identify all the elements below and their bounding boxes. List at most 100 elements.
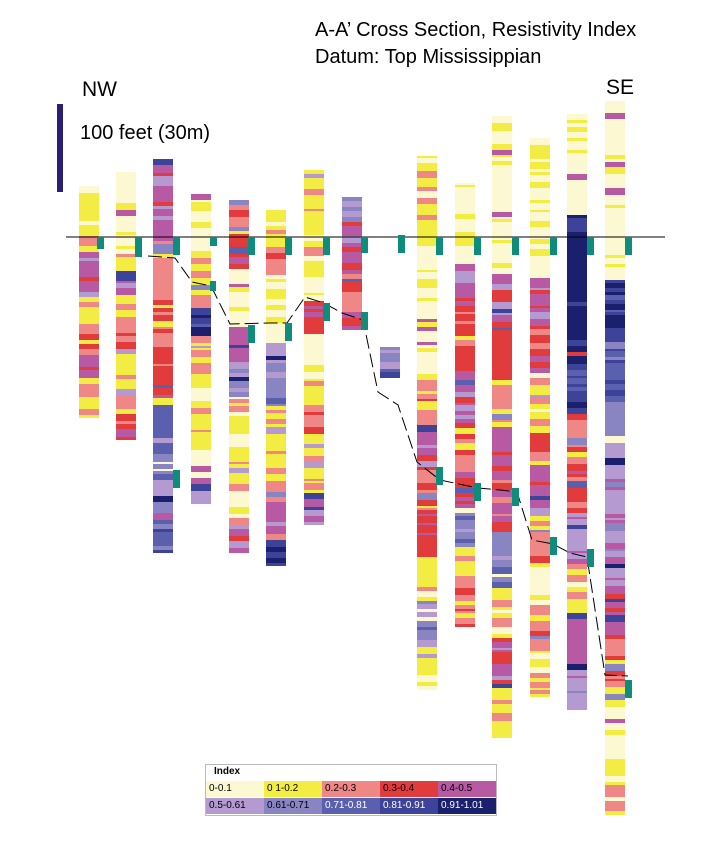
log-interval	[116, 304, 136, 310]
log-interval	[492, 452, 512, 455]
log-interval	[567, 531, 587, 537]
log-interval	[605, 700, 625, 707]
log-interval	[229, 441, 249, 447]
log-interval	[605, 450, 625, 454]
log-interval	[530, 299, 550, 302]
log-interval	[79, 297, 99, 302]
log-interval	[266, 547, 286, 552]
log-interval	[191, 249, 211, 251]
log-interval	[455, 485, 475, 488]
log-interval	[304, 216, 324, 218]
formation-marker	[323, 237, 330, 255]
log-interval	[455, 371, 475, 374]
log-interval	[304, 170, 324, 174]
log-interval	[304, 374, 324, 379]
log-interval	[116, 385, 136, 387]
log-interval	[567, 362, 587, 364]
log-interval	[530, 208, 550, 210]
legend-title: Index	[214, 766, 241, 777]
log-interval	[79, 387, 99, 390]
log-interval	[567, 185, 587, 190]
log-interval	[79, 221, 99, 225]
log-interval	[455, 237, 475, 240]
formation-marker	[625, 680, 632, 698]
log-interval	[455, 183, 475, 185]
log-interval	[417, 609, 437, 612]
log-interval	[567, 153, 587, 160]
vertical-scale-bar	[57, 104, 63, 192]
log-interval	[229, 292, 249, 296]
log-interval	[605, 218, 625, 225]
log-interval	[605, 443, 625, 450]
log-interval	[79, 406, 99, 409]
log-interval	[417, 342, 437, 345]
log-interval	[229, 307, 249, 311]
log-interval	[417, 425, 437, 432]
log-interval	[191, 424, 211, 430]
log-interval	[605, 625, 625, 632]
log-interval	[492, 378, 512, 380]
log-interval	[153, 466, 173, 469]
log-interval	[191, 439, 211, 442]
log-interval	[492, 192, 512, 199]
formation-marker	[135, 237, 142, 257]
log-interval	[229, 434, 249, 441]
log-interval	[342, 201, 362, 207]
log-interval	[266, 350, 286, 356]
legend-swatch-4: 0.4-0.5	[438, 781, 496, 797]
log-interval	[605, 132, 625, 135]
log-interval	[417, 414, 437, 420]
log-interval	[191, 374, 211, 381]
log-interval	[567, 610, 587, 613]
log-interval	[455, 321, 475, 324]
log-interval	[567, 495, 587, 502]
log-interval	[417, 557, 437, 562]
log-interval	[116, 414, 136, 421]
log-interval	[492, 700, 512, 704]
log-interval	[605, 107, 625, 113]
log-interval	[191, 388, 211, 394]
log-interval	[417, 236, 437, 242]
log-interval	[605, 782, 625, 785]
log-interval	[153, 312, 173, 315]
log-interval	[530, 285, 550, 288]
log-interval	[605, 471, 625, 475]
log-interval	[455, 405, 475, 411]
log-interval	[455, 187, 475, 194]
log-interval	[116, 288, 136, 295]
log-interval	[605, 261, 625, 264]
log-interval	[605, 646, 625, 652]
log-interval	[605, 578, 625, 580]
log-interval	[229, 200, 249, 205]
log-interval	[455, 620, 475, 624]
log-interval	[567, 225, 587, 232]
log-interval	[304, 329, 324, 334]
log-interval	[304, 337, 324, 342]
log-interval	[153, 327, 173, 329]
log-interval	[530, 556, 550, 563]
log-interval	[455, 392, 475, 397]
log-interval	[530, 306, 550, 308]
log-interval	[191, 242, 211, 245]
log-interval	[455, 601, 475, 605]
log-interval	[191, 475, 211, 478]
log-interval	[455, 210, 475, 214]
log-interval	[153, 480, 173, 486]
log-interval	[455, 380, 475, 385]
log-interval	[492, 290, 512, 297]
log-interval	[605, 475, 625, 479]
log-interval	[304, 178, 324, 185]
log-interval	[153, 513, 173, 520]
log-interval	[605, 602, 625, 606]
log-interval	[342, 252, 362, 256]
log-interval	[266, 310, 286, 317]
log-interval	[455, 301, 475, 306]
log-interval	[417, 156, 437, 158]
log-interval	[304, 225, 324, 231]
log-interval	[567, 238, 587, 245]
log-interval	[530, 159, 550, 162]
log-interval	[304, 185, 324, 189]
log-interval	[455, 561, 475, 564]
log-interval	[266, 268, 286, 272]
log-interval	[116, 172, 136, 179]
